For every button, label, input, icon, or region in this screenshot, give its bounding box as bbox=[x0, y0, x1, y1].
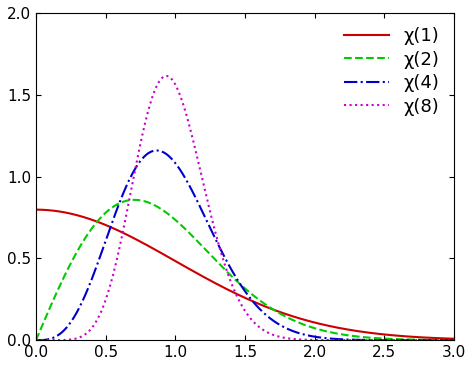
χ(4) bbox=[439, 338, 445, 342]
χ(4) bbox=[439, 338, 445, 342]
χ(1) bbox=[451, 337, 457, 341]
χ(8) bbox=[54, 338, 60, 342]
χ(1) bbox=[236, 293, 242, 297]
χ(4) bbox=[33, 338, 39, 342]
χ(1) bbox=[54, 209, 60, 213]
χ(2) bbox=[236, 281, 242, 286]
Line: χ(8): χ(8) bbox=[36, 76, 454, 340]
Line: χ(4): χ(4) bbox=[36, 150, 454, 340]
χ(1) bbox=[439, 336, 445, 341]
χ(2) bbox=[439, 338, 445, 342]
χ(2) bbox=[33, 338, 39, 342]
χ(8) bbox=[163, 74, 169, 78]
χ(4) bbox=[54, 334, 60, 338]
Legend: χ(1), χ(2), χ(4), χ(8): χ(1), χ(2), χ(4), χ(8) bbox=[339, 22, 445, 121]
χ(2) bbox=[451, 338, 457, 342]
χ(8) bbox=[362, 338, 368, 342]
χ(1) bbox=[362, 330, 368, 334]
χ(4) bbox=[154, 148, 159, 153]
χ(2) bbox=[362, 335, 368, 339]
χ(1) bbox=[225, 288, 231, 292]
χ(8) bbox=[33, 338, 39, 342]
χ(8) bbox=[451, 338, 457, 342]
χ(4) bbox=[362, 338, 368, 342]
Line: χ(2): χ(2) bbox=[36, 200, 454, 340]
χ(4) bbox=[451, 338, 457, 342]
χ(8) bbox=[226, 273, 231, 277]
χ(2) bbox=[439, 338, 445, 342]
χ(2) bbox=[54, 289, 60, 294]
Line: χ(1): χ(1) bbox=[36, 210, 454, 339]
χ(2) bbox=[226, 271, 231, 275]
χ(4) bbox=[226, 262, 231, 266]
χ(2) bbox=[131, 198, 137, 202]
χ(1) bbox=[439, 336, 445, 341]
χ(1) bbox=[33, 207, 39, 212]
χ(4) bbox=[236, 281, 242, 285]
χ(8) bbox=[439, 338, 445, 342]
χ(8) bbox=[439, 338, 445, 342]
χ(8) bbox=[236, 299, 242, 304]
